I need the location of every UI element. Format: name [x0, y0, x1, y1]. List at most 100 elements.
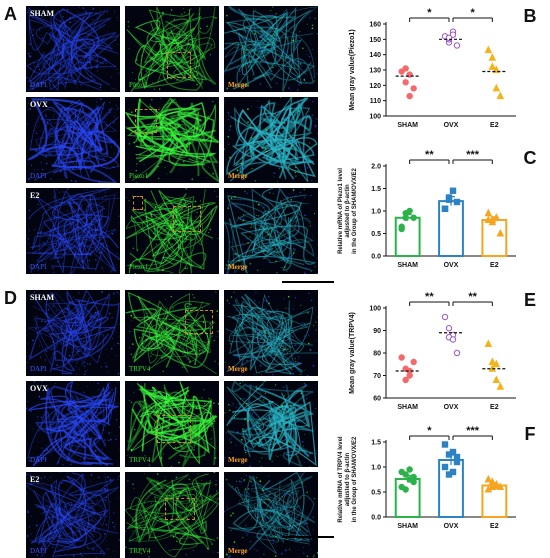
- nucleus-dot: [263, 207, 265, 209]
- nucleus-dot: [88, 206, 90, 208]
- nucleus-dot: [274, 34, 275, 35]
- nucleus-dot: [100, 551, 102, 553]
- nucleus-dot: [184, 256, 185, 257]
- nucleus-dot: [279, 191, 280, 192]
- nucleus-dot: [104, 58, 105, 59]
- nucleus-dot: [249, 385, 251, 387]
- nucleus-dot: [265, 148, 267, 150]
- nucleus-dot: [34, 229, 36, 231]
- nucleus-dot: [239, 325, 240, 326]
- image-e2-merge-d: Merge: [224, 472, 318, 558]
- nucleus-dot: [60, 419, 61, 420]
- nucleus-dot: [116, 292, 118, 294]
- nucleus-dot: [226, 506, 227, 507]
- nucleus-dot: [294, 358, 296, 360]
- row-label-sham-a: SHAM: [30, 9, 54, 18]
- nucleus-dot: [255, 292, 256, 293]
- nucleus-dot: [231, 296, 233, 298]
- nucleus-dot: [259, 153, 260, 154]
- nucleus-dot: [246, 360, 248, 362]
- nucleus-dot: [302, 322, 303, 323]
- nucleus-dot: [119, 539, 120, 540]
- nucleus-dot: [101, 131, 103, 133]
- nucleus-dot: [62, 140, 63, 141]
- nucleus-dot: [103, 131, 104, 132]
- nucleus-dot: [94, 218, 95, 219]
- nucleus-dot: [298, 84, 299, 85]
- nucleus-dot: [40, 137, 41, 138]
- nucleus-dot: [241, 481, 243, 483]
- nucleus-dot: [290, 374, 291, 375]
- nucleus-dot: [238, 120, 240, 122]
- nucleus-dot: [227, 207, 229, 209]
- nucleus-dot: [187, 234, 188, 235]
- nucleus-dot: [139, 78, 141, 80]
- nucleus-dot: [184, 453, 185, 454]
- nucleus-dot: [107, 11, 108, 12]
- nucleus-dot: [227, 331, 228, 332]
- nucleus-dot: [115, 490, 116, 491]
- channel-label-merge: Merge: [228, 172, 247, 180]
- nucleus-dot: [55, 357, 56, 358]
- nucleus-dot: [239, 10, 240, 11]
- nucleus-dot: [72, 6, 73, 7]
- nucleus-dot: [98, 477, 100, 479]
- nucleus-dot: [131, 354, 132, 355]
- nucleus-dot: [279, 430, 280, 431]
- nucleus-dot: [239, 481, 241, 483]
- nucleus-dot: [118, 476, 119, 477]
- nucleus-dot: [111, 317, 112, 318]
- nucleus-dot: [241, 439, 243, 441]
- nucleus-dot: [45, 225, 46, 226]
- nucleus-dot: [95, 269, 96, 270]
- nucleus-dot: [239, 39, 241, 41]
- nucleus-dot: [176, 80, 177, 81]
- nucleus-dot: [311, 180, 312, 181]
- nucleus-dot: [38, 204, 39, 205]
- nucleus-dot: [95, 259, 97, 261]
- nucleus-dot: [63, 191, 64, 192]
- nucleus-dot: [92, 8, 94, 10]
- nucleus-dot: [259, 225, 260, 226]
- nucleus-dot: [264, 47, 266, 49]
- nucleus-dot: [255, 10, 256, 11]
- nucleus-dot: [294, 69, 295, 70]
- nucleus-dot: [275, 163, 276, 164]
- nucleus-dot: [168, 365, 169, 366]
- y-axis-label-line: in the Group of SHAM/OVX/E2: [352, 436, 358, 522]
- nucleus-dot: [226, 89, 227, 90]
- nucleus-dot: [276, 83, 277, 84]
- nucleus-dot: [240, 398, 241, 399]
- image-e2-merge-a: Merge: [224, 188, 318, 274]
- nucleus-dot: [259, 526, 260, 527]
- nucleus-dot: [133, 488, 134, 489]
- nucleus-dot: [291, 60, 292, 61]
- nucleus-dot: [32, 340, 34, 342]
- nucleus-dot: [202, 157, 203, 158]
- nucleus-dot: [36, 132, 37, 133]
- nucleus-dot: [75, 503, 76, 504]
- nucleus-dot: [53, 353, 55, 355]
- nucleus-dot: [264, 524, 265, 525]
- panel-letter-f: F: [525, 424, 536, 444]
- nucleus-dot: [289, 250, 290, 251]
- nucleus-dot: [154, 89, 155, 90]
- nucleus-dot: [262, 490, 263, 491]
- nucleus-dot: [156, 314, 157, 315]
- nucleus-dot: [184, 456, 186, 458]
- nucleus-dot: [75, 180, 77, 182]
- nucleus-dot: [30, 64, 31, 65]
- nucleus-dot: [110, 439, 112, 441]
- nucleus-dot: [294, 199, 295, 200]
- nucleus-dot: [178, 462, 180, 464]
- nucleus-dot: [133, 142, 135, 144]
- nucleus-dot: [53, 108, 54, 109]
- nucleus-dot: [37, 419, 38, 420]
- nucleus-dot: [209, 229, 211, 231]
- nucleus-dot: [307, 54, 308, 55]
- nucleus-dot: [58, 462, 59, 463]
- nucleus-dot: [303, 106, 304, 107]
- nucleus-dot: [229, 410, 230, 411]
- nucleus-dot: [69, 272, 70, 273]
- nucleus-dot: [241, 137, 242, 138]
